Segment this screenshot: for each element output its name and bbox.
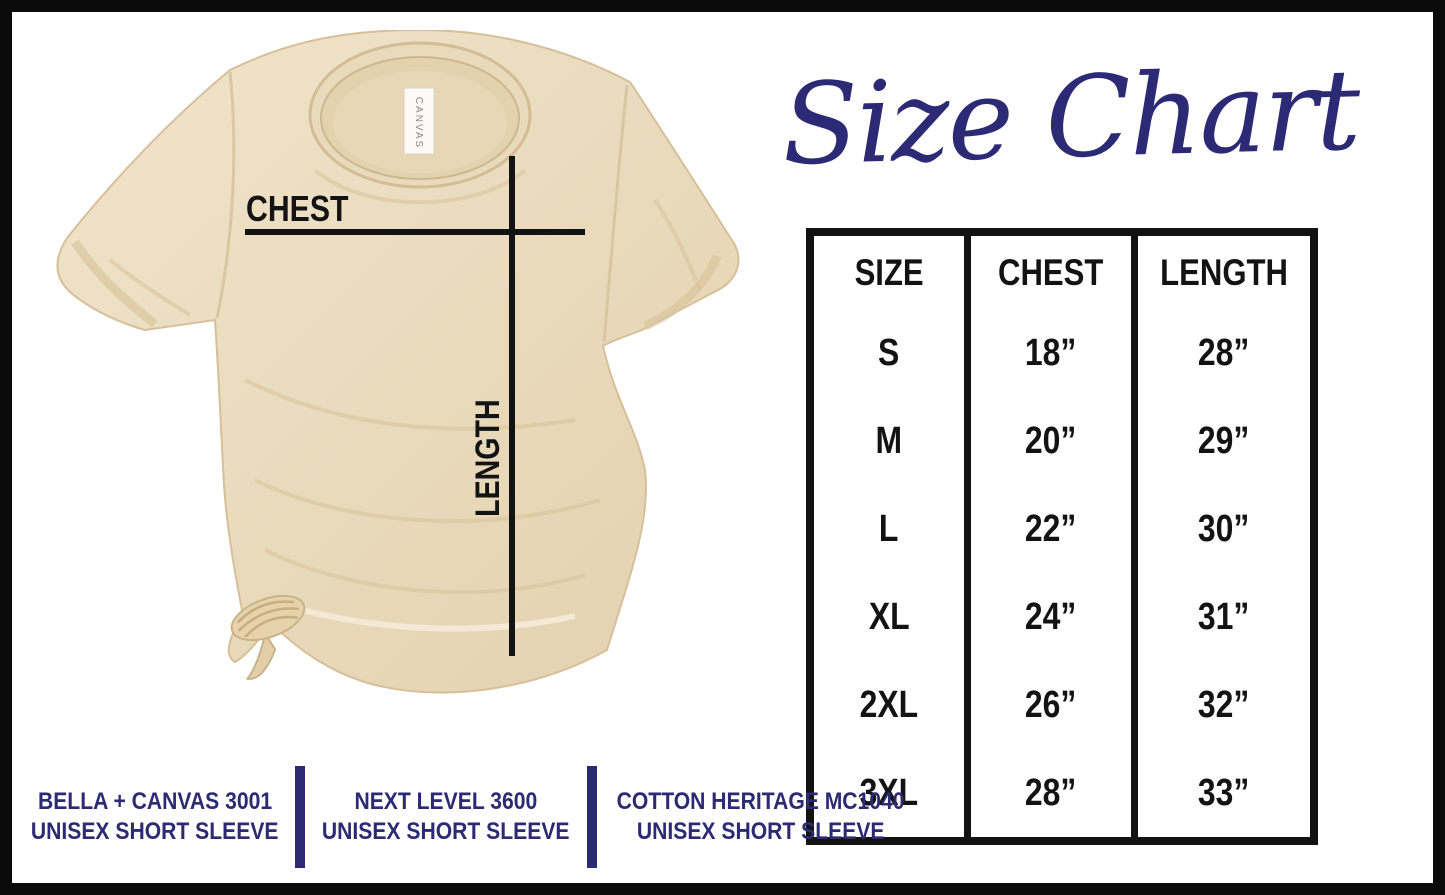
length-cell-3xl: 33” [1198, 771, 1250, 814]
product-style: UNISEX SHORT SLEEVE [322, 818, 570, 845]
neck-tag-text: CANVAS [413, 97, 424, 149]
length-cell-2xl: 32” [1198, 683, 1250, 726]
length-cell-m: 29” [1198, 420, 1250, 463]
chest-cell-s: 18” [971, 310, 1138, 398]
neck-tag: CANVAS [403, 87, 435, 155]
size-cell-3xl: 3XL [814, 749, 971, 837]
product-item-next-level: NEXT LEVEL 3600 UNISEX SHORT SLEEVE [305, 787, 586, 847]
length-label-text: LENGTH [469, 399, 507, 517]
length-label: LENGTH [468, 383, 508, 533]
length-cell-xl: 31” [1198, 595, 1250, 638]
tshirt-photo: CANVAS [56, 30, 740, 694]
length-measure-line [509, 156, 515, 656]
chest-cell-m: 20” [971, 397, 1138, 486]
tshirt-body [56, 30, 740, 694]
size-chart-title: Size Chart [780, 45, 1361, 191]
size-table: SIZE CHEST LENGTH S 18” 28” M 20” 29” L … [806, 228, 1318, 845]
product-divider [295, 766, 306, 868]
length-cell-s: 28” [1198, 332, 1250, 375]
length-column-header: LENGTH [1159, 252, 1288, 293]
left-cuff-roll [71, 239, 158, 328]
chest-measure-line [245, 229, 585, 235]
size-cell-s: S [814, 310, 971, 398]
size-cell-m: M [814, 397, 971, 486]
size-cell-xl: XL [814, 573, 971, 662]
product-name: NEXT LEVEL 3600 [354, 787, 538, 815]
fabric-wrinkles [108, 168, 702, 595]
product-item-bella-canvas: BELLA + CANVAS 3001 UNISEX SHORT SLEEVE [14, 787, 295, 847]
chest-cell-3xl: 28” [971, 749, 1138, 837]
chest-cell-2xl: 26” [971, 661, 1138, 750]
length-cell-l: 30” [1198, 508, 1250, 551]
hem-highlight [284, 602, 576, 632]
hem-knot [230, 594, 306, 680]
products-bar: BELLA + CANVAS 3001 UNISEX SHORT SLEEVE … [14, 762, 904, 872]
product-style: UNISEX SHORT SLEEVE [636, 818, 885, 845]
product-divider [586, 766, 597, 868]
left-armhole-seam [215, 71, 236, 319]
chest-label-text: CHEST [246, 188, 349, 229]
chest-cell-xl: 24” [971, 573, 1138, 662]
chest-cell-l: 22” [971, 485, 1138, 574]
tshirt-figure: CANVAS CHEST LENGTH [0, 0, 800, 780]
right-cuff-roll [643, 254, 722, 331]
product-item-cotton-heritage: COTTON HERITAGE MC1040 UNISEX SHORT SLEE… [597, 787, 924, 847]
product-style: UNISEX SHORT SLEEVE [30, 818, 279, 845]
product-name: BELLA + CANVAS 3001 [37, 787, 272, 815]
size-cell-2xl: 2XL [814, 661, 971, 750]
size-cell-l: L [814, 485, 971, 574]
chest-label: CHEST [246, 189, 368, 229]
product-name: COTTON HERITAGE MC1040 [616, 787, 905, 815]
right-armhole-seam [602, 84, 629, 343]
chest-column-header: CHEST [971, 236, 1138, 310]
size-column-header: SIZE [814, 236, 971, 310]
